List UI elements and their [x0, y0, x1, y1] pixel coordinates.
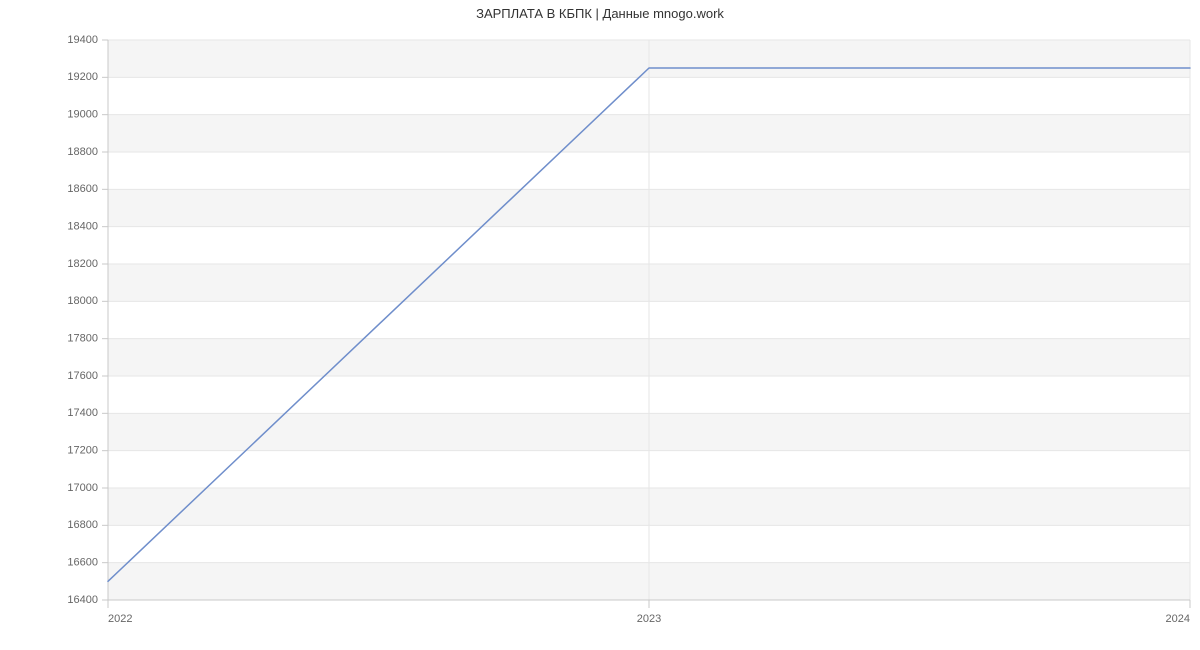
x-tick-label: 2023: [637, 613, 661, 625]
y-tick-label: 18600: [67, 183, 98, 195]
y-tick-label: 16600: [67, 557, 98, 569]
salary-line-chart: ЗАРПЛАТА В КБПК | Данные mnogo.work 1640…: [0, 0, 1200, 650]
y-tick-label: 16400: [67, 594, 98, 606]
y-tick-label: 16800: [67, 519, 98, 531]
y-tick-label: 17000: [67, 482, 98, 494]
y-tick-label: 19000: [67, 109, 98, 121]
x-tick-label: 2022: [108, 613, 132, 625]
y-tick-label: 18400: [67, 221, 98, 233]
y-tick-label: 18000: [67, 295, 98, 307]
y-tick-label: 17600: [67, 370, 98, 382]
chart-svg: 16400 16600 16800 17000 17200 17400 17600 17800…: [0, 0, 1200, 650]
y-tick-label: 19200: [67, 71, 98, 83]
x-tick-label: 2024: [1166, 613, 1190, 625]
y-tick-label: 18800: [67, 146, 98, 158]
y-tick-label: 18200: [67, 258, 98, 270]
y-tick-label: 17200: [67, 445, 98, 457]
y-tick-label: 17400: [67, 407, 98, 419]
y-tick-label: 17800: [67, 333, 98, 345]
y-tick-label: 19400: [67, 34, 98, 46]
chart-title: ЗАРПЛАТА В КБПК | Данные mnogo.work: [0, 6, 1200, 21]
